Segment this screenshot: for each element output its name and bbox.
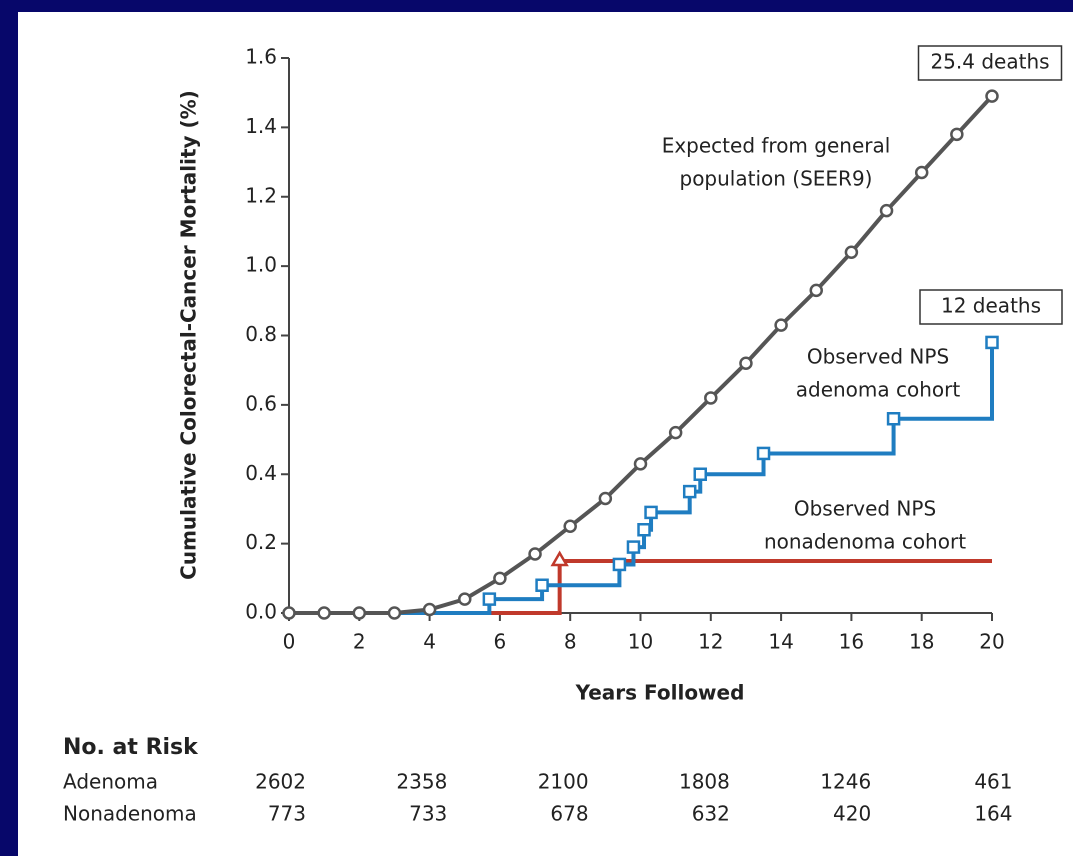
x-tick-label: 8 [564,630,577,654]
x-tick-label: 18 [909,630,934,654]
y-tick-label: 1.2 [245,183,277,207]
x-tick-label: 12 [698,630,723,654]
point [535,578,549,592]
risk-value: 632 [692,802,730,826]
point [886,412,901,426]
y-tick-label: 0.0 [245,600,277,624]
risk-value: 420 [833,802,871,826]
point [598,491,613,506]
y-tick-label: 0.8 [245,322,277,346]
y-tick-label: 0.4 [245,461,277,485]
point [282,606,296,620]
point [317,606,331,620]
annotation: Observed NPS [794,497,936,521]
annotation: Observed NPS [807,345,949,369]
y-axis-label: Cumulative Colorectal-Cancer Mortality (… [177,90,201,580]
point [879,203,894,218]
point [493,571,507,586]
point [739,356,753,370]
point [809,283,823,298]
point [626,540,641,554]
x-tick-label: 20 [979,630,1004,654]
annotation: 25.4 deaths [930,50,1049,74]
x-tick-label: 2 [353,630,366,654]
y-tick-label: 1.0 [245,253,277,277]
point [633,457,648,471]
risk-row-label: Adenoma [63,770,158,794]
point [482,592,497,606]
point [950,127,964,142]
x-tick-label: 4 [423,630,436,654]
point [693,467,708,481]
risk-row-label: Nonadenoma [63,802,197,826]
panel [18,12,1073,856]
x-tick-label: 6 [494,630,507,654]
y-tick-label: 1.6 [245,45,277,69]
risk-value: 2602 [255,770,306,794]
x-tick-label: 14 [768,630,793,654]
x-tick-label: 0 [283,630,296,654]
point [550,550,569,567]
point [985,335,999,350]
risk-value: 733 [409,802,447,826]
x-axis-label: Years Followed [575,681,745,705]
point [637,523,651,537]
point [612,557,627,572]
risk-value: 164 [974,802,1012,826]
point [387,606,402,620]
point [422,602,437,617]
annotation: 12 deaths [941,294,1041,318]
point [563,519,577,534]
point [528,547,542,561]
risk-table-title: No. at Risk [63,735,199,760]
risk-value: 461 [974,770,1012,794]
y-tick-label: 1.4 [245,114,277,138]
point [644,505,658,520]
point [985,89,999,103]
y-tick-label: 0.6 [245,391,277,415]
annotation: population (SEER9) [680,167,873,191]
point [682,484,697,499]
point [914,165,929,180]
annotation-box [917,45,1063,81]
y-tick-label: 0.2 [245,530,277,554]
point [756,446,771,461]
risk-value: 678 [550,802,588,826]
point [458,592,472,606]
point [774,318,788,332]
x-tick-label: 16 [839,630,864,654]
point [352,606,367,620]
risk-value: 2100 [538,770,589,794]
risk-value: 1808 [679,770,730,794]
annotation: adenoma cohort [796,378,961,402]
risk-value: 773 [268,802,306,826]
point [844,245,859,259]
point [704,391,718,405]
risk-value: 1246 [820,770,871,794]
point [668,425,683,440]
annotation: Expected from general [662,134,891,158]
annotation: nonadenoma cohort [764,530,966,554]
annotation-box [919,289,1063,325]
risk-value: 2358 [396,770,447,794]
x-tick-label: 10 [628,630,653,654]
